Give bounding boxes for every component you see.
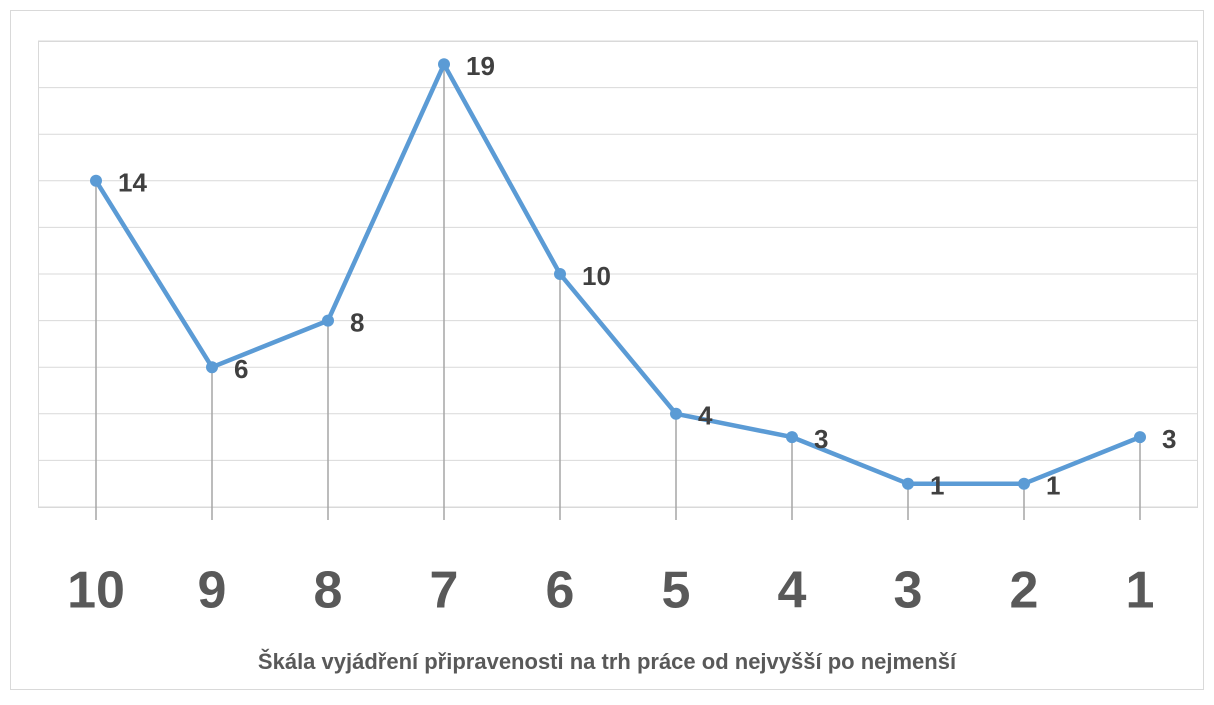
x-tick-label: 8 bbox=[314, 562, 343, 620]
data-label: 6 bbox=[234, 354, 248, 384]
marker bbox=[322, 314, 334, 327]
marker bbox=[670, 407, 682, 420]
x-tick-label: 6 bbox=[546, 562, 575, 620]
x-tick-label: 1 bbox=[1126, 562, 1155, 620]
data-label: 3 bbox=[1162, 424, 1176, 454]
x-tick-label: 10 bbox=[67, 562, 125, 620]
x-tick-label: 4 bbox=[778, 562, 807, 620]
x-tick-label: 5 bbox=[662, 562, 691, 620]
marker bbox=[1134, 431, 1146, 444]
marker bbox=[554, 268, 566, 280]
marker bbox=[1018, 477, 1030, 490]
marker bbox=[902, 477, 914, 490]
x-tick-label: 3 bbox=[894, 562, 923, 620]
x-tick-label: 9 bbox=[198, 562, 227, 620]
data-label: 1 bbox=[930, 471, 944, 501]
marker bbox=[438, 58, 450, 71]
data-label: 10 bbox=[582, 261, 611, 291]
data-label: 4 bbox=[698, 401, 713, 431]
series-line bbox=[94, 62, 1141, 486]
marker bbox=[206, 361, 218, 374]
data-label: 8 bbox=[350, 307, 364, 337]
x-axis-title: Škála vyjádření připravenosti na trh prá… bbox=[258, 649, 957, 674]
x-tick-label: 7 bbox=[430, 562, 459, 620]
chart-border bbox=[10, 10, 1204, 690]
marker bbox=[90, 174, 102, 187]
x-tick-label: 2 bbox=[1010, 562, 1039, 620]
data-label: 19 bbox=[466, 51, 495, 81]
data-label: 14 bbox=[118, 168, 147, 198]
marker bbox=[786, 431, 798, 444]
data-label: 3 bbox=[814, 424, 828, 454]
data-label: 1 bbox=[1046, 471, 1060, 501]
